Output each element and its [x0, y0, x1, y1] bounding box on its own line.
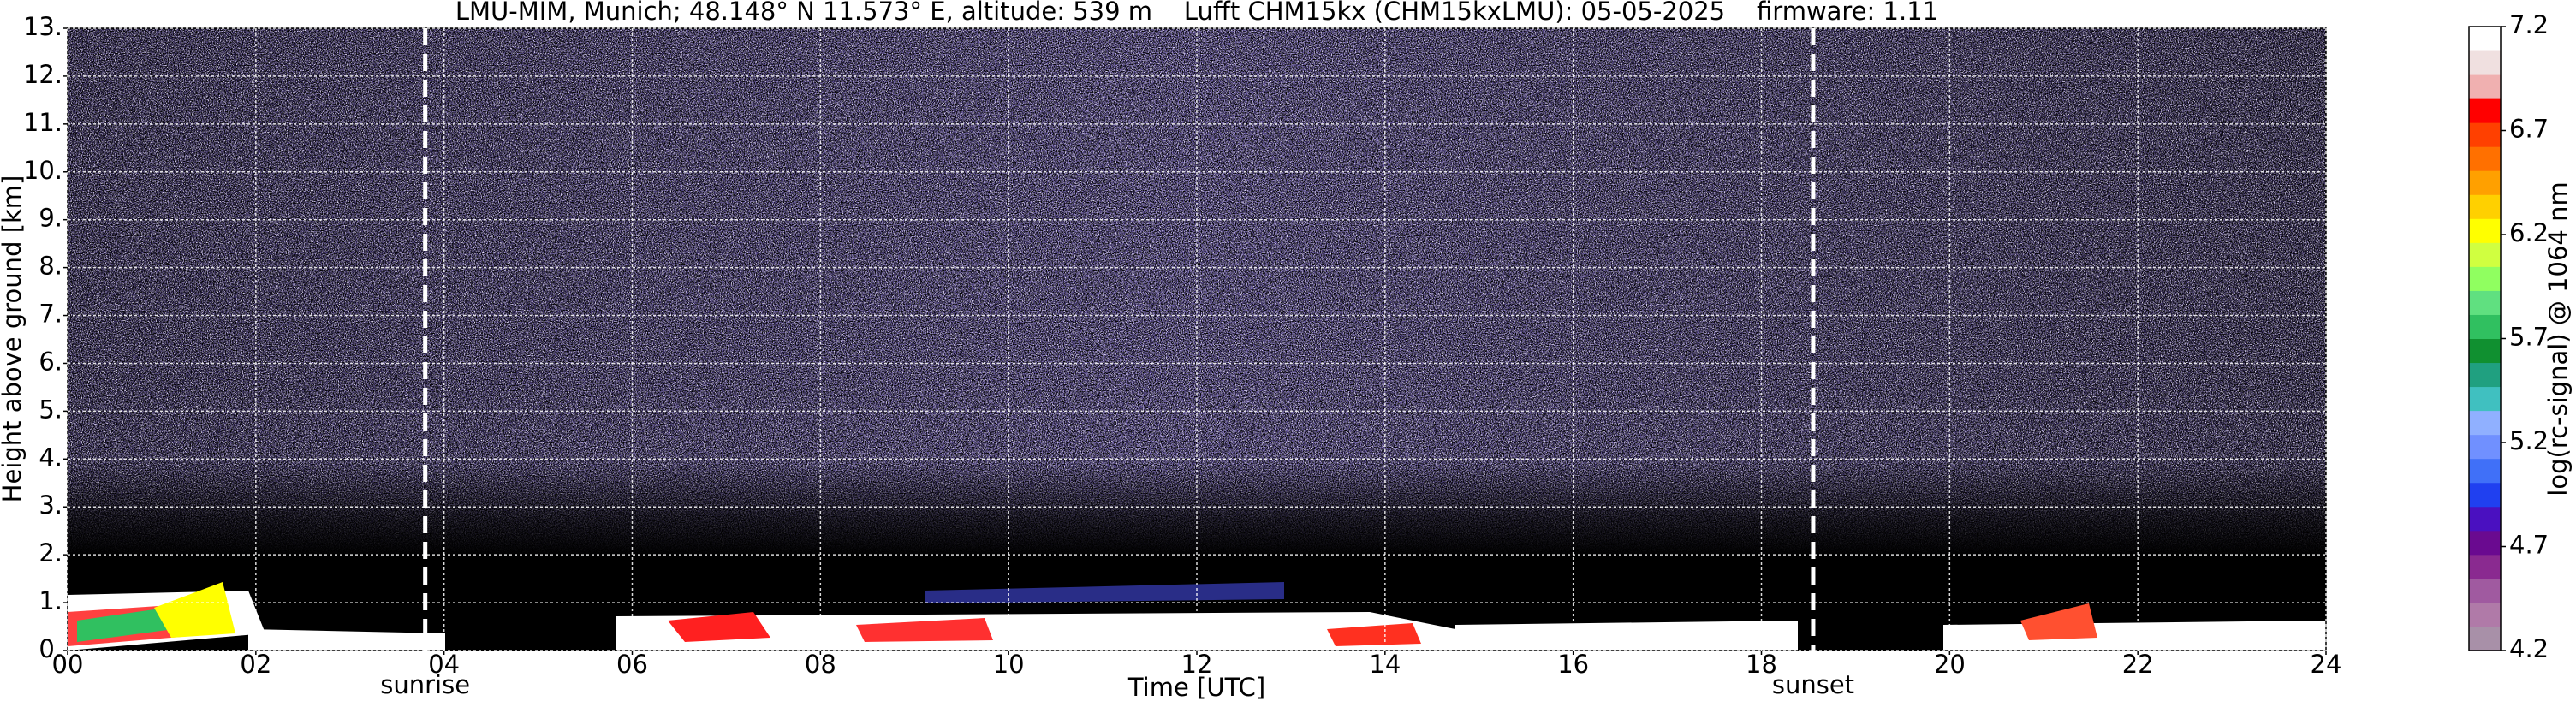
y-tick-label: 9. [39, 204, 62, 233]
y-tick-label: 11. [23, 108, 62, 137]
colorbar-band [2469, 98, 2501, 123]
colorbar-band [2469, 530, 2501, 556]
colorbar-band [2469, 338, 2501, 364]
colorbar-band [2469, 50, 2501, 75]
y-tick-label: 3. [39, 490, 62, 520]
y-tick-label: 1. [39, 586, 62, 615]
colorbar-label: log(rc-signal) @ 1064 nm [2543, 181, 2573, 496]
y-tick-label: 2. [39, 538, 62, 567]
y-tick-label: 12. [23, 60, 62, 89]
colorbar-band [2469, 602, 2501, 627]
chart-title: LMU-MIM, Munich; 48.148° N 11.573° E, al… [455, 0, 1938, 26]
colorbar-band [2469, 170, 2501, 195]
colorbar-band [2469, 314, 2501, 339]
colorbar-band [2469, 434, 2501, 460]
y-tick-label: 13. [23, 12, 62, 41]
colorbar-band [2469, 362, 2501, 388]
y-tick-label: 10. [23, 156, 62, 185]
colorbar-band [2469, 482, 2501, 508]
y-tick-label: 8. [39, 252, 62, 281]
y-tick-label: 4. [39, 443, 62, 472]
colorbar-band [2469, 626, 2501, 651]
colorbar-tick-label: 4.7 [2509, 531, 2549, 560]
y-tick-label: 5. [39, 395, 62, 424]
colorbar-band [2469, 242, 2501, 267]
colorbar-tick-label: 6.7 [2509, 115, 2549, 144]
colorbar-band [2469, 290, 2501, 315]
colorbar-band [2469, 218, 2501, 243]
colorbar-tick-label: 4.2 [2509, 634, 2549, 663]
y-tick-label: 0. [39, 634, 62, 663]
annotation-label: sunset [1772, 670, 1854, 699]
y-axis-label: Height above ground [km] [0, 175, 27, 503]
colorbar-band [2469, 74, 2501, 99]
colorbar-band [2469, 410, 2501, 436]
colorbar-band [2469, 194, 2501, 219]
colorbar-tick-label: 5.2 [2509, 426, 2549, 455]
colorbar-tick-label: 6.2 [2509, 218, 2549, 247]
y-tick-label: 6. [39, 347, 62, 376]
colorbar-band [2469, 578, 2501, 603]
y-tick-label: 7. [39, 300, 62, 329]
colorbar-tick-label: 7.2 [2509, 10, 2549, 39]
x-axis-label: Time [UTC] [1127, 673, 1265, 702]
colorbar-band [2469, 554, 2501, 579]
colorbar-tick-label: 5.7 [2509, 323, 2549, 352]
colorbar-band [2469, 266, 2501, 291]
annotation-label: sunrise [380, 670, 470, 699]
colorbar-band [2469, 27, 2501, 51]
colorbar-band [2469, 122, 2501, 147]
colorbar-band [2469, 386, 2501, 412]
colorbar-band [2469, 458, 2501, 484]
colorbar-band [2469, 506, 2501, 532]
colorbar-band [2469, 146, 2501, 171]
